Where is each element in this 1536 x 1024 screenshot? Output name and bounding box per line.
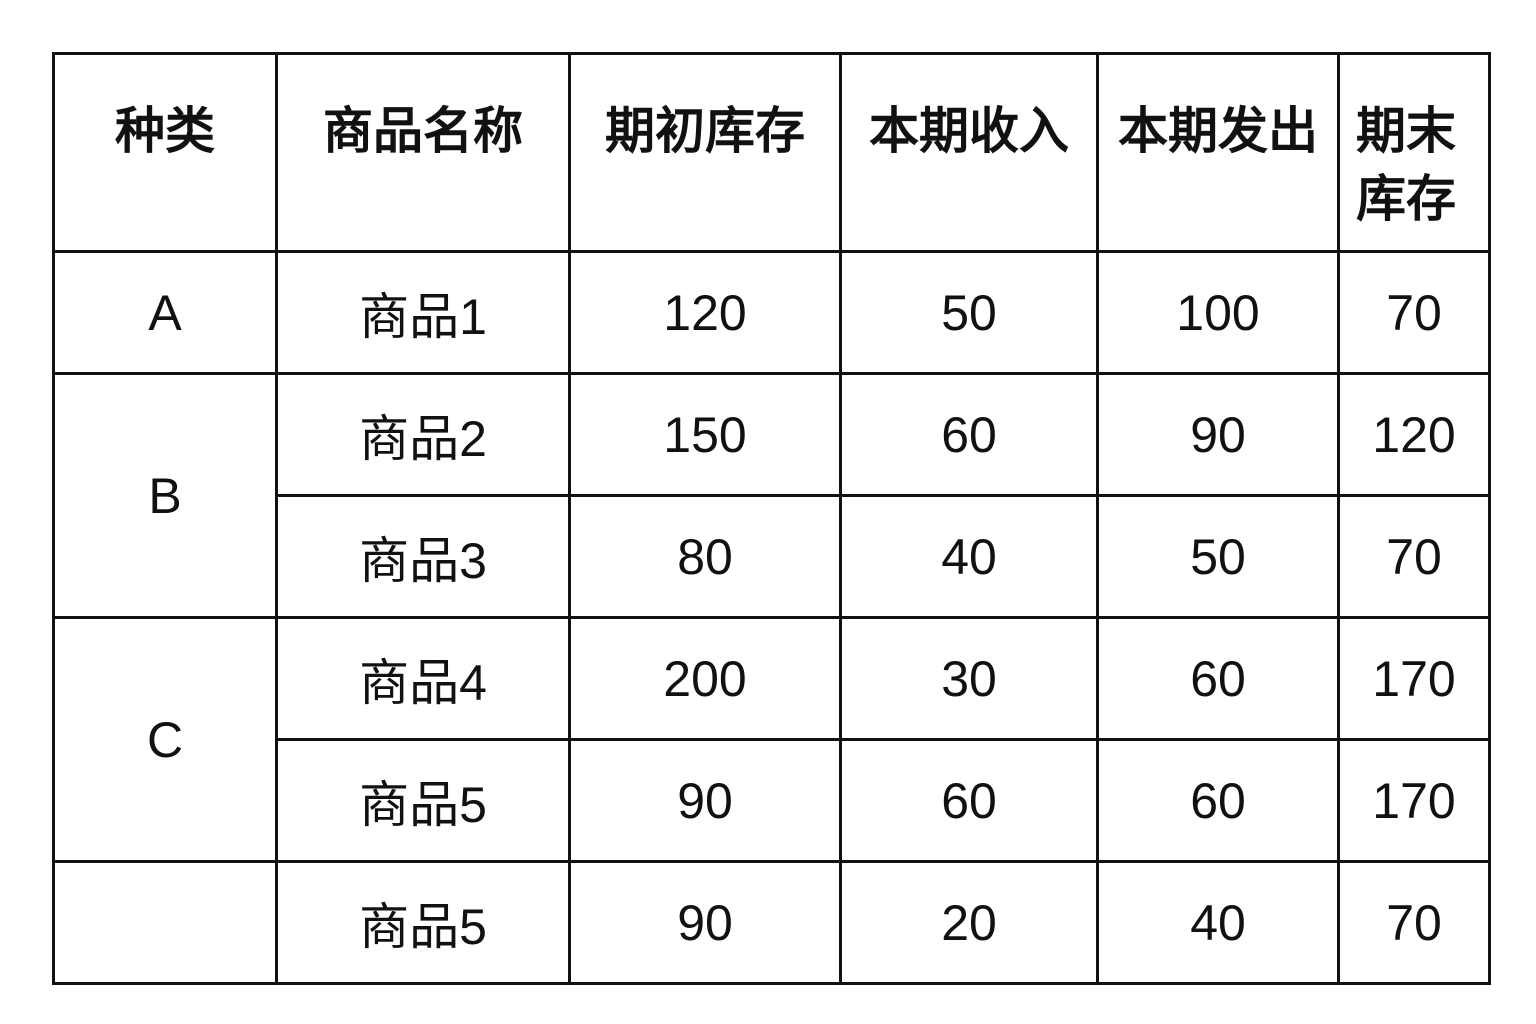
header-issued: 本期发出 (1096, 52, 1340, 253)
header-closing-stock: 期末库存 (1337, 52, 1491, 253)
received-cell: 40 (839, 494, 1099, 619)
received-cell: 30 (839, 616, 1099, 741)
issued-cell: 60 (1096, 616, 1340, 741)
product-name-cell: 商品2 (275, 372, 571, 497)
issued-cell: 90 (1096, 372, 1340, 497)
closing-cell: 70 (1337, 494, 1491, 619)
category-cell: B (52, 372, 278, 619)
category-cell: C (52, 616, 278, 863)
product-name-cell: 商品3 (275, 494, 571, 619)
opening-cell: 120 (568, 250, 842, 375)
issued-cell: 60 (1096, 738, 1340, 863)
product-name-cell: 商品4 (275, 616, 571, 741)
table-row: C 商品4 200 30 60 170 (52, 616, 1491, 863)
product-name-cell: 商品5 (275, 738, 571, 863)
table-row: 商品3 80 40 50 70 (54, 494, 1491, 619)
opening-cell: 90 (568, 860, 842, 985)
closing-cell: 170 (1337, 738, 1491, 863)
opening-cell: 90 (568, 738, 842, 863)
opening-cell: 80 (568, 494, 842, 619)
issued-cell: 100 (1096, 250, 1340, 375)
received-cell: 60 (839, 372, 1099, 497)
closing-cell: 70 (1337, 860, 1491, 985)
category-cell: A (52, 250, 278, 375)
opening-cell: 150 (568, 372, 842, 497)
header-received: 本期收入 (839, 52, 1099, 253)
table-row: A 商品1 120 50 100 70 (52, 250, 1491, 375)
issued-cell: 50 (1096, 494, 1340, 619)
issued-cell: 40 (1096, 860, 1340, 985)
table-row: B 商品2 150 60 90 120 (52, 372, 1491, 619)
received-cell: 50 (839, 250, 1099, 375)
closing-cell: 120 (1337, 372, 1491, 497)
inventory-table: 种类 商品名称 期初库存 本期收入 本期发出 期末库存 A 商品1 120 50… (52, 52, 1491, 985)
category-cell (52, 860, 278, 985)
header-opening-stock: 期初库存 (568, 52, 842, 253)
closing-cell: 170 (1337, 616, 1491, 741)
product-name-cell: 商品1 (275, 250, 571, 375)
opening-cell: 200 (568, 616, 842, 741)
header-product-name: 商品名称 (275, 52, 571, 253)
closing-cell: 70 (1337, 250, 1491, 375)
table-row: 商品5 90 20 40 70 (52, 860, 1491, 985)
product-name-cell: 商品5 (275, 860, 571, 985)
table-row: 商品5 90 60 60 170 (54, 738, 1491, 863)
header-category: 种类 (52, 52, 278, 253)
header-row: 种类 商品名称 期初库存 本期收入 本期发出 期末库存 (52, 52, 1491, 253)
received-cell: 20 (839, 860, 1099, 985)
received-cell: 60 (839, 738, 1099, 863)
